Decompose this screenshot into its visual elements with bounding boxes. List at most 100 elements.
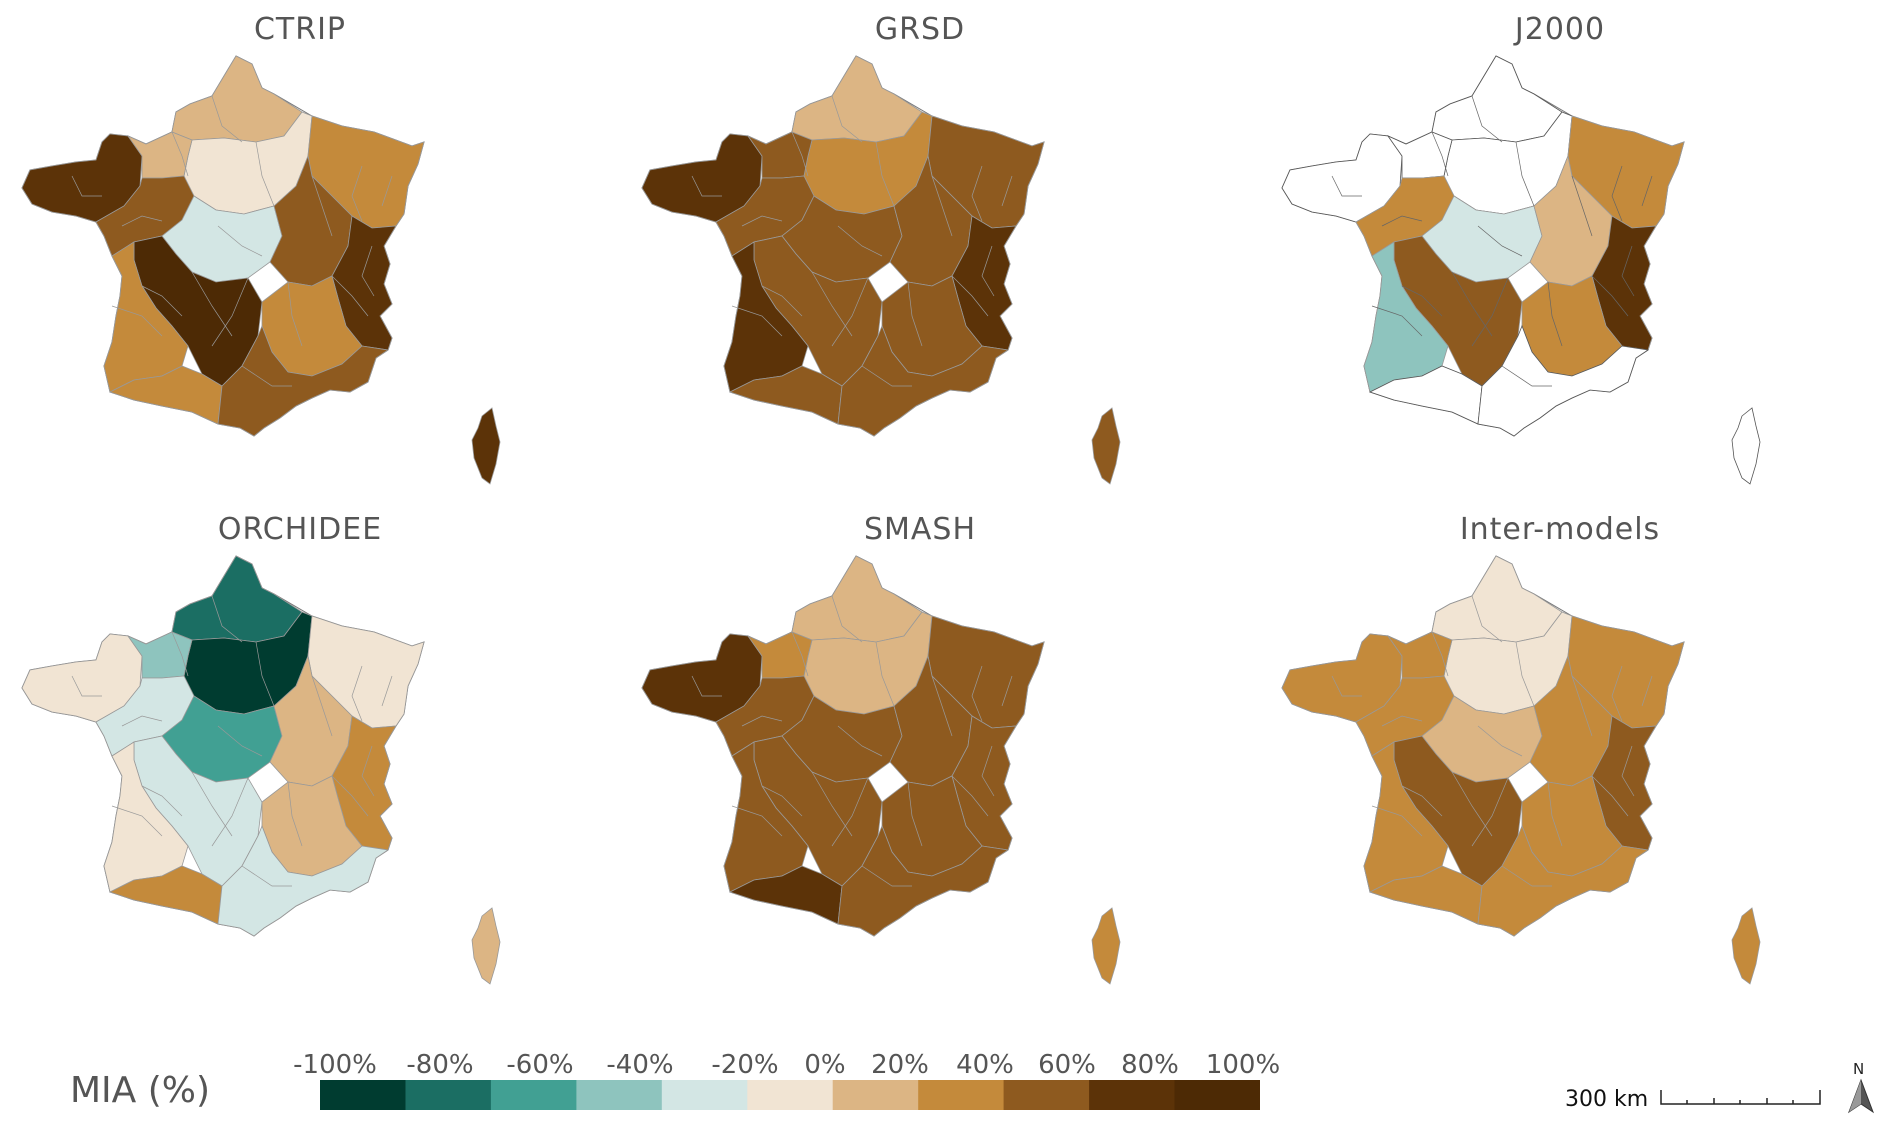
- basin-region-corsica: [1731, 907, 1761, 985]
- basin-boundary: [831, 595, 863, 643]
- basin-region-south: [217, 824, 390, 937]
- basin-boundary: [1641, 675, 1653, 707]
- basin-boundary: [71, 175, 102, 197]
- basin-boundary: [861, 865, 912, 887]
- legend-tick-label: -60%: [506, 1050, 574, 1080]
- basin-boundary: [831, 95, 863, 143]
- legend-swatch: [320, 1080, 406, 1110]
- basin-boundary: [331, 275, 369, 317]
- basin-boundary: [761, 285, 803, 317]
- basin-boundary: [361, 245, 375, 297]
- basin-boundary: [1611, 665, 1623, 722]
- basin-boundary: [121, 715, 163, 727]
- basin-boundary: [1331, 675, 1362, 697]
- basin-boundary: [1621, 745, 1635, 797]
- basin-region-south: [837, 324, 1010, 437]
- basin-boundary: [1515, 641, 1535, 707]
- basin-boundary: [1477, 725, 1523, 757]
- north-arrow-icon: [1847, 1078, 1875, 1114]
- basin-boundary: [217, 725, 263, 757]
- basin-boundary: [791, 131, 809, 177]
- basin-boundary: [241, 365, 292, 387]
- basin-region-corsica: [471, 907, 501, 985]
- basin-boundary: [831, 777, 869, 847]
- legend-tick-label: 100%: [1205, 1050, 1281, 1080]
- basin-boundary: [311, 175, 333, 237]
- basin-boundary: [741, 215, 783, 227]
- basin-region-north: [171, 55, 303, 143]
- basin-boundary: [171, 131, 189, 177]
- basin-boundary: [211, 595, 243, 643]
- basin-boundary: [1547, 281, 1563, 347]
- basin-boundary: [241, 865, 292, 887]
- basin-boundary: [1501, 365, 1552, 387]
- basin-boundary: [1001, 675, 1013, 707]
- basin-boundary: [1611, 165, 1623, 222]
- basin-region-normandy: [1386, 631, 1453, 679]
- basin-boundary: [1571, 675, 1593, 737]
- basin-boundary: [111, 305, 163, 337]
- scale-bar-label: 300 km: [1565, 1087, 1649, 1112]
- basin-boundary: [875, 641, 895, 707]
- basin-region-normandy: [746, 631, 813, 679]
- basin-region-south: [217, 324, 390, 437]
- basin-region-normandy: [126, 131, 193, 179]
- basin-boundary: [1471, 595, 1503, 643]
- panel-title: CTRIP: [253, 12, 347, 47]
- france-map: [21, 55, 501, 485]
- legend-swatch: [747, 1080, 834, 1110]
- legend-colorbar: [320, 1080, 1260, 1110]
- basin-region-north: [791, 555, 923, 643]
- basin-boundary: [351, 165, 363, 222]
- basin-boundary: [1371, 305, 1423, 337]
- basin-boundary: [691, 675, 722, 697]
- legend-swatch: [918, 1080, 1005, 1110]
- legend-tick-label: -40%: [606, 1050, 674, 1080]
- basin-region-south: [837, 824, 1010, 937]
- basin-boundary: [731, 805, 783, 837]
- basin-boundary: [331, 775, 369, 817]
- basin-region-corsica: [1091, 907, 1121, 985]
- basin-boundary: [1501, 865, 1552, 887]
- basin-region-corsica: [471, 407, 501, 485]
- basin-boundary: [381, 175, 393, 207]
- basin-region-north: [1431, 55, 1563, 143]
- france-map: [21, 555, 501, 985]
- basin-boundary: [971, 665, 983, 722]
- basin-boundary: [1381, 715, 1423, 727]
- basin-boundary: [875, 141, 895, 207]
- basin-boundary: [351, 665, 363, 722]
- basin-boundary: [211, 777, 249, 847]
- basin-boundary: [831, 277, 869, 347]
- basin-boundary: [981, 245, 995, 297]
- basin-boundary: [691, 175, 722, 197]
- legend-tick-label: -20%: [711, 1050, 779, 1080]
- basin-region-north: [171, 555, 303, 643]
- basin-boundary: [141, 785, 183, 817]
- basin-boundary: [931, 675, 953, 737]
- france-map: [1281, 555, 1761, 985]
- basin-boundary: [211, 277, 249, 347]
- legend-tick-label: -100%: [293, 1050, 377, 1080]
- basin-boundary: [311, 675, 333, 737]
- basin-boundary: [71, 675, 102, 697]
- map-panel-grsd: GRSD: [620, 0, 1220, 500]
- france-map: [1281, 55, 1761, 485]
- basin-boundary: [1571, 175, 1593, 237]
- basin-region-south: [1477, 824, 1650, 937]
- basin-boundary: [1591, 775, 1629, 817]
- basin-boundary: [255, 141, 275, 207]
- basin-boundary: [861, 365, 912, 387]
- basin-region-north: [1431, 555, 1563, 643]
- basin-boundary: [791, 631, 809, 677]
- legend-swatch: [490, 1080, 577, 1110]
- basin-region-north: [791, 55, 923, 143]
- legend-swatch: [661, 1080, 748, 1110]
- basin-boundary: [1001, 175, 1013, 207]
- basin-boundary: [1591, 275, 1629, 317]
- map-panel-inter-models: Inter-models: [1260, 500, 1860, 1000]
- basin-boundary: [255, 641, 275, 707]
- scale-bar: [1660, 1090, 1821, 1105]
- panel-title: GRSD: [874, 12, 966, 47]
- basin-boundary: [1431, 631, 1449, 677]
